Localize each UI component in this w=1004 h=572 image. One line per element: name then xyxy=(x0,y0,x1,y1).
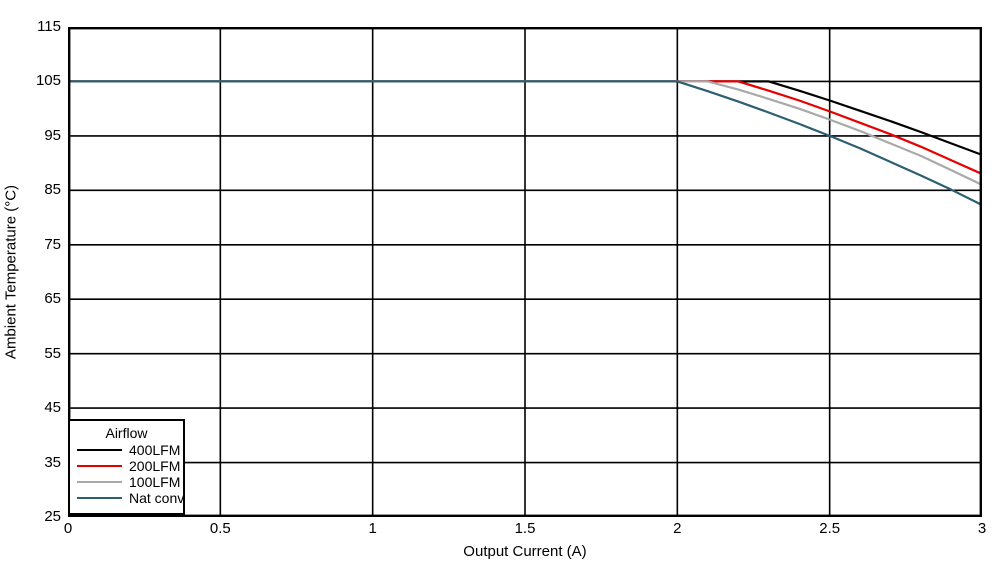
x-tick-label: 0.5 xyxy=(209,520,231,537)
legend-row: 400LFM xyxy=(70,442,183,458)
legend-entries: 400LFM 200LFM 100LFM Nat conv xyxy=(70,442,185,506)
legend-swatch-icon xyxy=(77,449,122,451)
plot-area xyxy=(68,27,982,517)
x-tick-label: 2 xyxy=(673,520,682,537)
series-line-200lfm xyxy=(68,80,982,176)
x-tick-label: 1 xyxy=(368,520,377,537)
x-tick-label: 0 xyxy=(63,520,73,537)
y-tick-label: 75 xyxy=(44,235,61,253)
x-tick-label: 1.5 xyxy=(514,520,536,537)
x-axis-title: Output Current (A) xyxy=(463,543,587,560)
legend-label: 400LFM xyxy=(129,442,181,458)
series-line-400lfm xyxy=(68,80,982,157)
x-tick-label: 2.5 xyxy=(819,520,841,537)
legend-swatch-icon xyxy=(77,465,122,467)
legend-label: 100LFM xyxy=(129,474,181,490)
legend-box: Airflow 400LFM 200LFM 100LFM Nat conv xyxy=(68,419,185,515)
plot-border xyxy=(68,27,982,517)
y-tick-label: 35 xyxy=(44,453,61,471)
legend-label: Nat conv xyxy=(129,490,185,506)
x-tick-label: 3 xyxy=(977,520,987,537)
legend-swatch-icon xyxy=(77,481,122,483)
y-tick-label: 45 xyxy=(44,399,61,417)
y-tick-label: 25 xyxy=(44,508,61,525)
y-axis-title: Ambient Temperature (°C) xyxy=(2,184,20,360)
legend-row: Nat conv xyxy=(70,490,185,506)
legend-swatch-icon xyxy=(77,497,122,499)
y-tick-label: 55 xyxy=(44,344,61,362)
legend-title: Airflow xyxy=(105,425,148,441)
y-tick-label: 85 xyxy=(44,181,61,199)
series-line-100lfm xyxy=(68,80,982,186)
y-tick-label: 105 xyxy=(35,72,61,90)
y-tick-label: 95 xyxy=(44,126,61,144)
legend-row: 100LFM xyxy=(70,474,183,490)
series-line-nat-conv xyxy=(68,80,982,207)
y-tick-label: 65 xyxy=(44,290,61,308)
y-tick-label: 115 xyxy=(37,18,61,35)
legend-label: 200LFM xyxy=(129,458,181,474)
legend-row: 200LFM xyxy=(70,458,183,474)
